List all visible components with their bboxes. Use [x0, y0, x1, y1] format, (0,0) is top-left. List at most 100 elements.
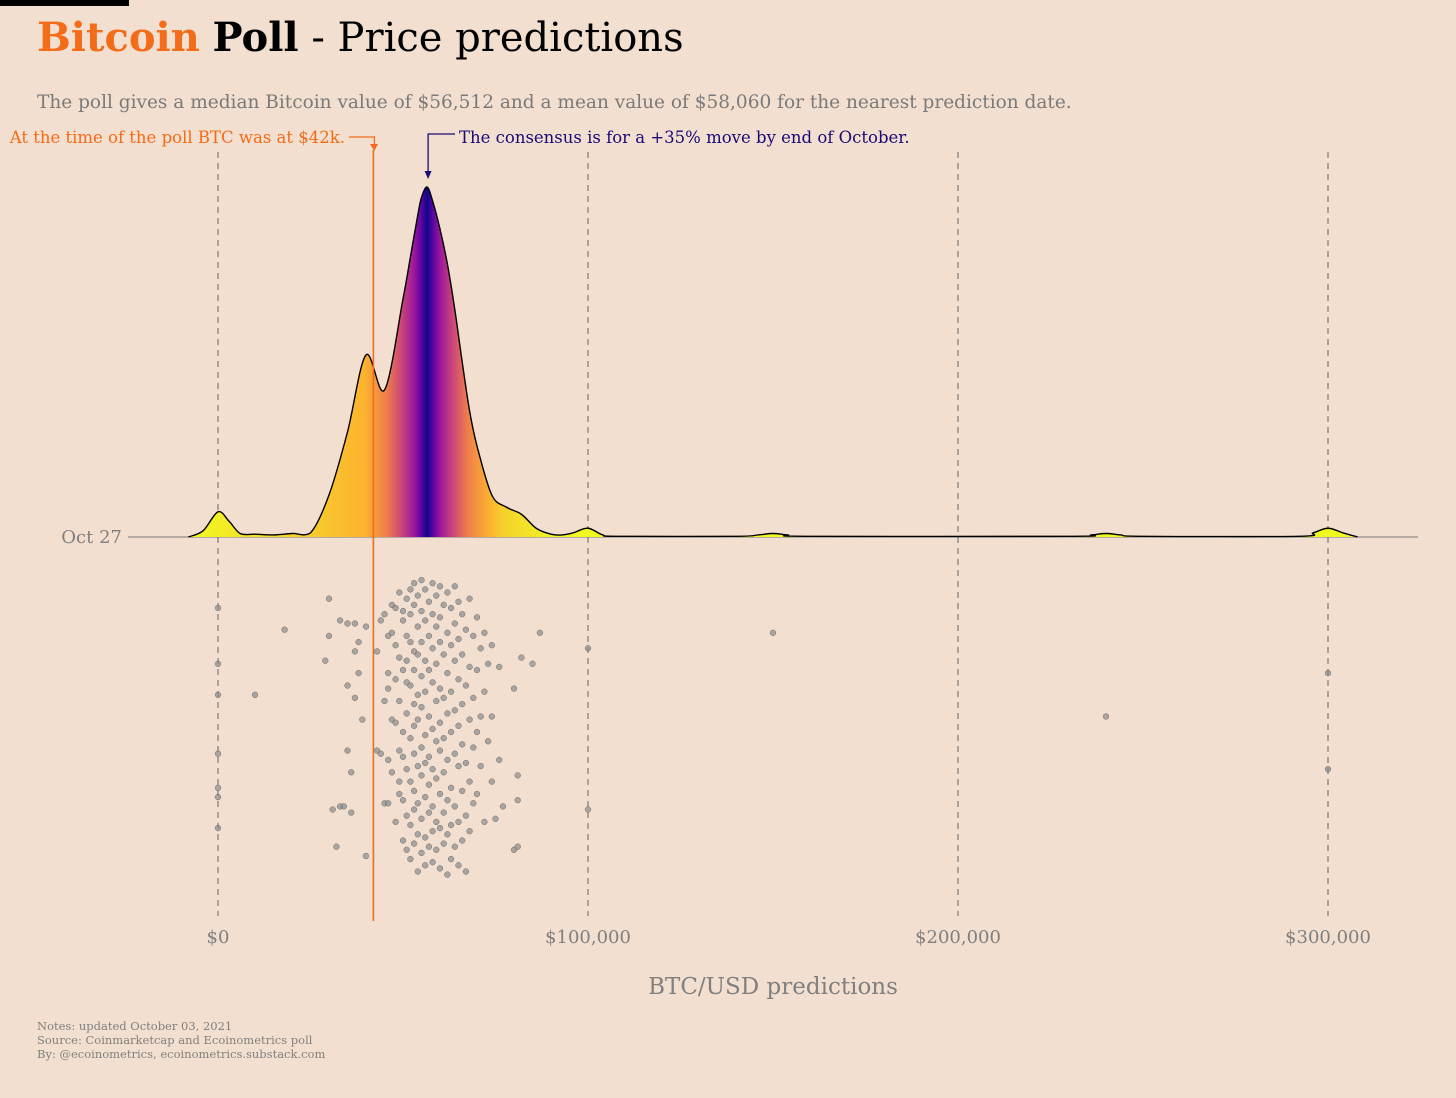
- data-point: [496, 756, 503, 764]
- data-point: [473, 614, 481, 621]
- data-point: [470, 694, 477, 702]
- data-point: [414, 831, 421, 838]
- data-point: [385, 669, 392, 677]
- data-point: [459, 700, 466, 708]
- data-point: [362, 852, 370, 860]
- data-point: [407, 611, 414, 618]
- data-point: [410, 722, 418, 729]
- data-point: [359, 716, 366, 723]
- data-point: [451, 707, 458, 714]
- data-point: [455, 722, 462, 729]
- data-point: [473, 728, 481, 736]
- current-price-leader: [349, 136, 376, 149]
- annotation-consensus: The consensus is for a +35% move by end …: [459, 128, 910, 147]
- data-point: [466, 778, 473, 785]
- data-point: [488, 778, 495, 785]
- title-bitcoin: Bitcoin: [37, 14, 200, 61]
- data-point: [214, 604, 222, 612]
- data-point: [422, 731, 429, 739]
- data-point: [425, 632, 433, 640]
- data-point: [455, 762, 462, 770]
- page-title: Bitcoin Poll - Price predictions: [37, 14, 684, 61]
- data-point: [429, 679, 436, 686]
- data-point: [407, 638, 414, 646]
- data-point: [385, 800, 392, 807]
- x-tick-label: $0: [207, 927, 230, 948]
- data-point: [436, 747, 444, 754]
- data-point: [396, 778, 403, 785]
- data-point: [414, 651, 421, 658]
- data-point: [410, 580, 418, 587]
- data-point: [351, 648, 359, 655]
- data-point: [440, 694, 447, 702]
- data-point: [422, 657, 429, 664]
- data-point: [447, 688, 455, 695]
- data-point: [769, 629, 777, 636]
- data-point: [1324, 766, 1332, 773]
- data-point: [422, 688, 429, 695]
- data-point: [410, 666, 418, 674]
- data-point: [518, 654, 525, 661]
- data-point: [429, 725, 436, 733]
- data-point: [414, 762, 421, 770]
- data-point: [351, 620, 359, 627]
- data-point: [251, 691, 259, 698]
- data-point: [344, 682, 351, 689]
- note-source: Source: Coinmarketcap and Ecoinometrics …: [37, 1033, 313, 1047]
- data-point: [403, 846, 410, 853]
- data-point: [466, 663, 473, 671]
- data-point: [407, 778, 414, 785]
- data-point: [440, 809, 447, 816]
- notes: Notes: updated October 03, 2021 Source: …: [37, 1019, 325, 1061]
- x-axis-label: BTC/USD predictions: [648, 974, 898, 1000]
- data-point: [429, 766, 436, 773]
- data-point: [422, 759, 429, 767]
- data-point: [584, 806, 592, 813]
- data-point: [447, 604, 455, 612]
- data-point: [444, 756, 451, 764]
- data-point: [425, 809, 433, 816]
- data-point: [422, 617, 429, 624]
- data-point: [496, 663, 503, 671]
- data-point: [499, 803, 507, 810]
- data-point: [425, 843, 433, 850]
- data-point: [459, 837, 466, 844]
- data-point: [451, 620, 458, 627]
- data-point: [447, 642, 455, 649]
- data-point: [436, 824, 444, 832]
- data-point: [444, 871, 451, 878]
- data-point: [399, 607, 407, 615]
- data-point: [429, 645, 436, 652]
- data-point: [325, 595, 333, 602]
- data-point: [399, 837, 407, 844]
- data-point: [214, 750, 222, 757]
- data-point: [322, 657, 329, 664]
- data-point: [436, 865, 444, 872]
- data-point: [418, 744, 425, 751]
- data-point: [392, 604, 399, 612]
- data-point: [414, 800, 421, 807]
- data-point: [447, 855, 455, 863]
- subtitle: The poll gives a median Bitcoin value of…: [37, 92, 1072, 113]
- data-point: [462, 626, 470, 633]
- data-point: [407, 821, 414, 829]
- data-point: [410, 700, 418, 708]
- data-point: [481, 818, 488, 826]
- axis-layer: Oct 27 BTC/USD predictions: [61, 527, 898, 1000]
- data-point: [462, 682, 470, 689]
- data-point: [429, 803, 436, 810]
- data-point: [440, 651, 447, 658]
- data-point: [481, 629, 488, 636]
- data-point: [429, 828, 436, 835]
- data-point: [444, 710, 451, 717]
- data-point: [459, 741, 466, 748]
- data-point: [436, 638, 444, 646]
- current-price-arrowhead: [369, 144, 378, 151]
- data-point: [410, 840, 418, 847]
- data-point: [281, 626, 288, 633]
- data-point: [418, 772, 425, 779]
- data-point: [433, 818, 440, 826]
- data-point: [414, 592, 421, 599]
- data-point: [392, 719, 399, 726]
- data-point: [403, 657, 410, 664]
